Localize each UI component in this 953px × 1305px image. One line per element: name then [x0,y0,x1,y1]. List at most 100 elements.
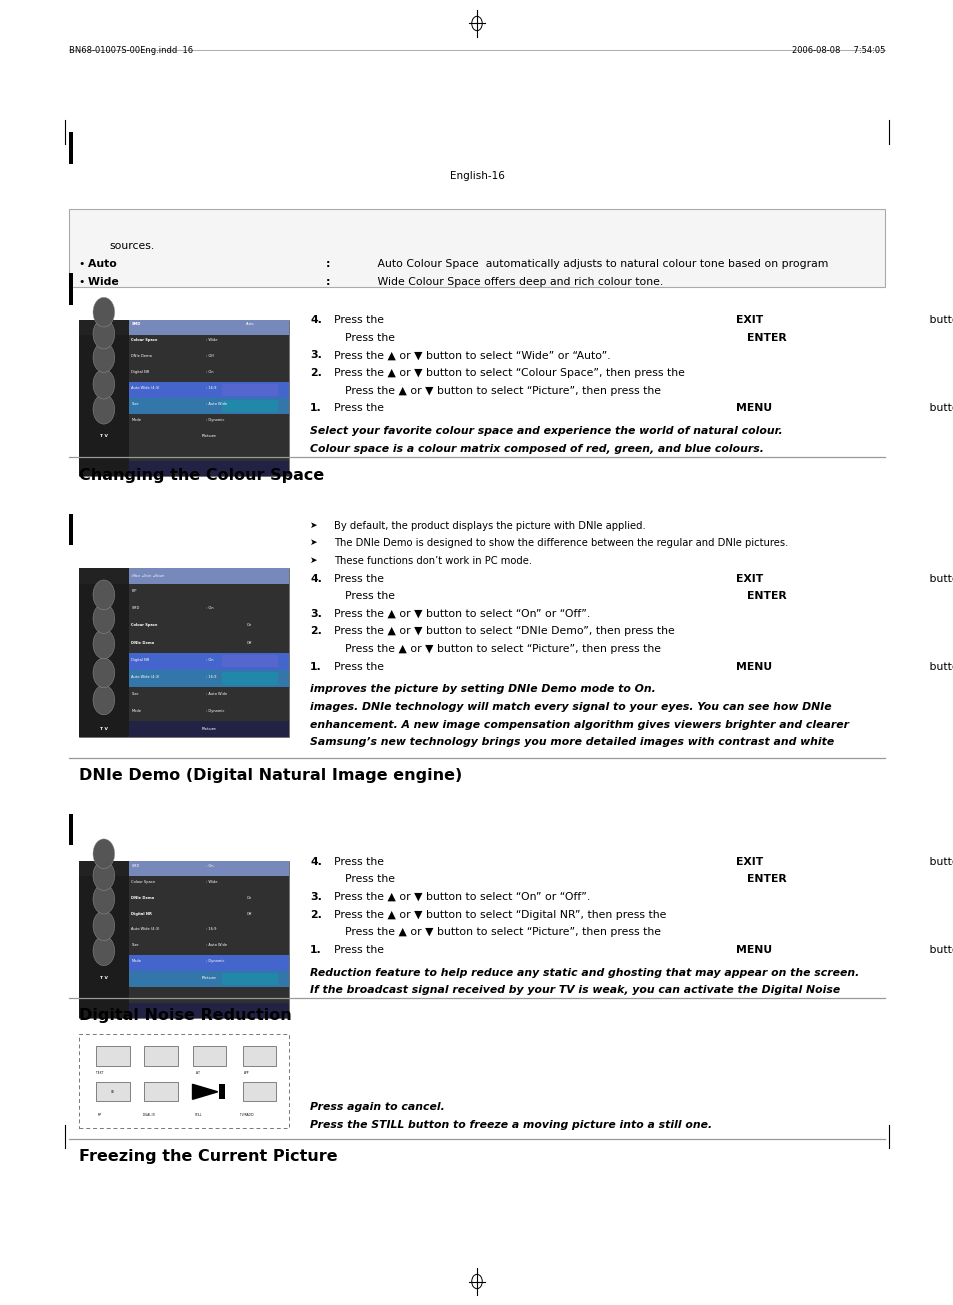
Circle shape [92,298,114,328]
Bar [129,971,289,987]
Text: Colour space is a colour matrix composed of red, green, and blue colours.: Colour space is a colour matrix composed… [310,444,763,454]
Text: 2006-08-08     7:54:05: 2006-08-08 7:54:05 [791,46,884,55]
Text: Press the ▲ or ▼ button to select “Wide” or “Auto”.: Press the ▲ or ▼ button to select “Wide”… [334,350,610,360]
Text: T V: T V [100,435,108,438]
Text: Size: Size [132,402,139,406]
Text: Wide: Wide [88,277,122,287]
Text: Press the: Press the [345,333,398,343]
Text: sources.: sources. [110,241,154,252]
Text: ENTER: ENTER [746,591,786,602]
Bar [129,955,289,971]
Text: Auto Wide (4:3): Auto Wide (4:3) [132,928,159,932]
Text: : Wide: : Wide [205,338,217,342]
Text: : Auto Wide: : Auto Wide [205,692,227,696]
Bar [129,722,289,737]
Text: Colour Space: Colour Space [132,624,157,628]
Text: button to exit.: button to exit. [925,574,953,583]
Text: T V: T V [100,976,108,980]
Bar [129,462,289,476]
Text: SMD: SMD [132,607,139,611]
Bar [79,568,129,583]
Text: EXIT: EXIT [735,316,762,325]
Text: Samsung’s new technology brings you more detailed images with contrast and white: Samsung’s new technology brings you more… [310,737,834,748]
Text: SMD: SMD [132,322,141,326]
Text: Colour Space: Colour Space [132,338,157,342]
Text: 3.: 3. [310,350,321,360]
Text: Press the ▲ or ▼ button to select “DNIe Demo”, then press the: Press the ▲ or ▼ button to select “DNIe … [334,626,678,637]
Text: English-16: English-16 [449,171,504,181]
Text: Press the ▲ or ▼ button to select “On” or “Off”.: Press the ▲ or ▼ button to select “On” o… [334,609,590,619]
Text: improves the picture by setting DNIe Demo mode to On.: improves the picture by setting DNIe Dem… [310,684,655,694]
Bar [79,861,289,1018]
Text: STILL: STILL [195,1113,202,1117]
Circle shape [92,343,114,372]
Bar [243,1082,276,1101]
Bar [129,652,289,669]
Text: Press the: Press the [334,945,387,955]
Text: : On: : On [205,864,213,868]
Text: : 16:9: : 16:9 [205,928,215,932]
Bar [69,132,72,163]
Text: Press the: Press the [334,316,387,325]
Text: MENU: MENU [735,403,771,414]
Text: Wide Colour Space offers deep and rich colour tone.: Wide Colour Space offers deep and rich c… [374,277,662,287]
Text: Press the STILL button to freeze a moving picture into a still one.: Press the STILL button to freeze a movin… [310,1120,712,1130]
Text: Reduction feature to help reduce any static and ghosting that may appear on the : Reduction feature to help reduce any sta… [310,968,859,977]
Text: button to exit.: button to exit. [925,856,953,867]
Bar [129,398,289,414]
Text: 1.: 1. [310,945,321,955]
Bar [221,399,277,412]
Text: Off: Off [247,641,253,645]
Bar [69,513,72,545]
Text: Picture: Picture [201,727,216,731]
Circle shape [92,629,114,659]
Text: Press the: Press the [334,574,387,583]
Text: Press the: Press the [334,662,387,672]
Text: Press the: Press the [345,874,398,885]
Text: ALT: ALT [196,1071,201,1075]
Text: Mode: Mode [132,418,141,422]
Circle shape [92,685,114,715]
Text: Auto: Auto [245,322,253,326]
Text: Digital NR: Digital NR [132,912,152,916]
Text: Colour Space: Colour Space [132,880,155,883]
Bar [193,1045,226,1066]
Circle shape [92,579,114,609]
Text: 4.: 4. [310,316,321,325]
Bar [129,568,289,583]
Text: ENTER: ENTER [746,874,786,885]
Circle shape [92,604,114,633]
Text: : Dynamic: : Dynamic [205,959,224,963]
Text: ➤: ➤ [310,539,317,547]
Text: DNIe Demo: DNIe Demo [132,354,152,358]
Text: MENU: MENU [735,945,771,955]
Text: 4.: 4. [310,856,321,867]
Text: ENTER: ENTER [746,333,786,343]
Text: On: On [247,624,252,628]
Bar [129,1004,289,1018]
Bar [79,861,129,876]
Bar [79,320,289,476]
Text: ➤: ➤ [310,521,317,530]
Text: DUAL I/II: DUAL I/II [142,1113,154,1117]
Text: MENU: MENU [735,662,771,672]
Text: PIP: PIP [98,1113,102,1117]
Text: BN68-01007S-00Eng.indd  16: BN68-01007S-00Eng.indd 16 [69,46,193,55]
Text: Press the: Press the [334,403,387,414]
Text: : Off: : Off [205,354,213,358]
Text: ⇕Move  ↵Enter  ↵Return: ⇕Move ↵Enter ↵Return [132,574,165,578]
Text: Press the ▲ or ▼ button to select “Digital NR”, then press the: Press the ▲ or ▼ button to select “Digit… [334,910,669,920]
Bar [69,274,72,304]
Bar [79,320,129,476]
Text: : Auto Wide: : Auto Wide [205,944,227,947]
Text: Auto Colour Space  automatically adjusts to natural colour tone based on program: Auto Colour Space automatically adjusts … [374,260,827,269]
Text: T V: T V [100,727,108,731]
Text: Auto Wide (4:3): Auto Wide (4:3) [132,675,159,679]
Text: Mode: Mode [132,959,141,963]
Text: 2.: 2. [310,368,321,378]
Text: Press the: Press the [345,591,398,602]
Text: : Auto Wide: : Auto Wide [205,402,227,406]
Circle shape [92,394,114,424]
Circle shape [92,320,114,348]
Bar [243,1045,276,1066]
